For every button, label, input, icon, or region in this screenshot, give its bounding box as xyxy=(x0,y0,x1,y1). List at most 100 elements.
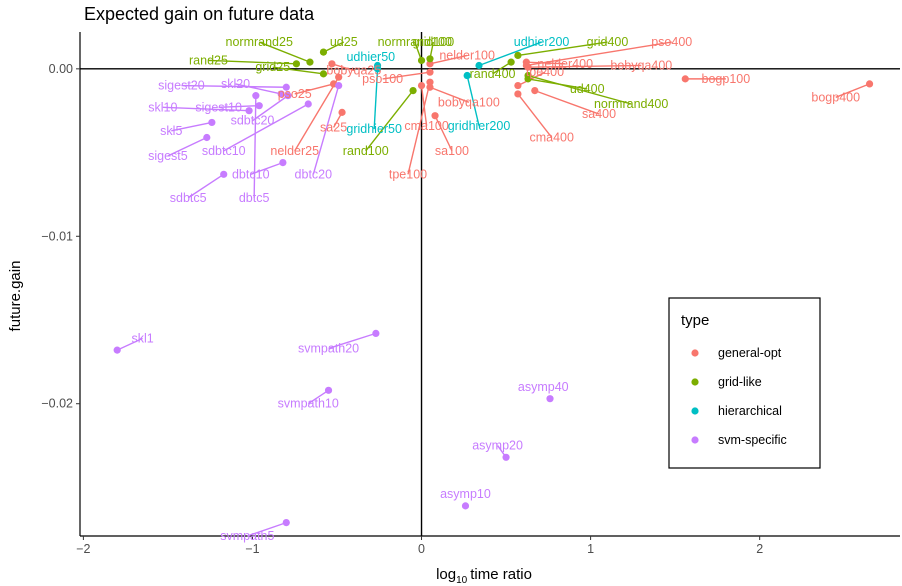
label-udhier200: udhier200 xyxy=(514,35,570,49)
leader-line-skl20 xyxy=(235,83,282,95)
leader-line-sigest10 xyxy=(218,104,260,109)
leader-line-bogp400 xyxy=(835,83,870,98)
point-bobyqa100 xyxy=(426,83,434,91)
point-sigest10 xyxy=(255,102,263,110)
point-svmpath20 xyxy=(372,329,380,337)
y-tick-label: −0.02 xyxy=(41,397,73,411)
point-tpe400 xyxy=(514,81,522,90)
x-axis-title: log10 time ratio xyxy=(436,566,532,586)
data-points xyxy=(113,48,874,527)
label-grid400: grid400 xyxy=(587,35,629,49)
leader-line-bobyqa100 xyxy=(429,86,470,103)
label-dbtc20: dbtc20 xyxy=(295,167,333,181)
leader-line-dbtc20 xyxy=(312,85,340,175)
leader-line-grid25 xyxy=(272,66,324,75)
point-udhier200 xyxy=(475,61,483,70)
point-tpe100 xyxy=(426,78,434,86)
y-axis-title: future.gain xyxy=(7,261,24,332)
point-grid25 xyxy=(319,70,328,78)
point-sa25 xyxy=(338,108,346,116)
label-cma400: cma400 xyxy=(529,130,574,144)
y-tick-label: 0.00 xyxy=(49,62,73,76)
label-gridhier50: gridhier50 xyxy=(346,122,402,136)
label-asymp20: asymp20 xyxy=(472,439,523,453)
x-tick-label: 0 xyxy=(418,542,425,556)
point-asymp40 xyxy=(546,395,554,403)
point-rand25 xyxy=(292,60,301,68)
point-nelder400 xyxy=(522,58,530,66)
label-sa25: sa25 xyxy=(320,120,347,134)
legend-title: type xyxy=(681,312,709,329)
label-sdbtc20: sdbtc20 xyxy=(231,114,275,128)
label-dbtc10: dbtc10 xyxy=(232,167,270,181)
label-skl5: skl5 xyxy=(160,124,182,138)
chart-title: Expected gain on future data xyxy=(84,4,315,24)
point-skl10 xyxy=(245,107,253,115)
leader-line-ud400 xyxy=(527,78,588,90)
label-bogp400: bogp400 xyxy=(811,90,860,104)
leader-line-svmpath20 xyxy=(328,332,377,350)
point-skl20 xyxy=(277,90,285,98)
legend-key-hierarchical xyxy=(691,407,699,415)
leader-line-rand400 xyxy=(492,61,512,75)
label-dbtc5: dbtc5 xyxy=(239,191,270,205)
point-dbtc10 xyxy=(279,159,287,167)
leader-line-sdbtc5 xyxy=(187,173,225,199)
point-rand400 xyxy=(507,58,515,66)
leader-line-sigest20 xyxy=(181,84,287,88)
point-rand100 xyxy=(409,87,417,95)
label-grid25: grid25 xyxy=(255,60,290,74)
label-normrand400: normrand400 xyxy=(594,97,668,111)
leader-line-dbtc5 xyxy=(253,95,257,198)
leader-line-gridhier50 xyxy=(373,68,379,130)
label-rand25: rand25 xyxy=(189,53,228,67)
leader-line-rand25 xyxy=(208,59,297,65)
legend-key-grid-like xyxy=(691,378,699,386)
plot-panel: −2 −1 0 1 2 0.00 −0.01 −0.02 bogp400 bogp100 pso… xyxy=(41,32,900,556)
legend-items: general-opt grid-like hierarchical svm-spec… xyxy=(691,346,787,447)
point-ud25 xyxy=(319,48,328,56)
leader-line-svmpath5 xyxy=(247,521,287,537)
leader-line-nelder100 xyxy=(429,54,468,65)
label-rand100: rand100 xyxy=(343,144,389,158)
x-axis-title-prefix: log xyxy=(436,566,456,583)
x-tick-label: 2 xyxy=(756,542,763,556)
leader-line-udhier200 xyxy=(478,41,542,67)
label-skl10: skl10 xyxy=(148,100,177,114)
point-skl1 xyxy=(113,346,121,354)
point-pso100 xyxy=(426,68,434,76)
point-normrand25 xyxy=(306,58,314,66)
label-cma100: cma100 xyxy=(404,119,449,133)
point-sa100 xyxy=(431,112,439,120)
leader-line-sigest5 xyxy=(167,136,208,157)
leader-line-rand100 xyxy=(365,90,414,152)
label-sigest5: sigest5 xyxy=(148,149,188,163)
legend-label-general-opt: general-opt xyxy=(718,346,782,360)
point-gridhier200 xyxy=(463,71,471,80)
label-grid100: grid100 xyxy=(413,35,455,49)
legend-label-grid-like: grid-like xyxy=(718,375,762,389)
leader-line-bobyqa25 xyxy=(331,63,355,72)
label-asymp10: asymp10 xyxy=(440,487,491,501)
legend-key-svm-specific xyxy=(691,436,699,444)
leader-line-sdbtc10 xyxy=(223,103,309,152)
point-skl5 xyxy=(208,118,216,127)
point-cma400 xyxy=(514,90,522,98)
label-skl20: skl20 xyxy=(221,77,250,91)
point-sdbtc20 xyxy=(284,92,292,100)
x-tick-label: −1 xyxy=(245,542,259,556)
point-bogp100 xyxy=(681,75,689,83)
point-nelder25 xyxy=(335,73,343,81)
label-ud25: ud25 xyxy=(330,35,358,49)
x-axis-title-main: time ratio xyxy=(470,566,532,583)
point-nelder100 xyxy=(426,60,434,68)
leader-line-dbtc10 xyxy=(250,161,284,175)
point-sigest5 xyxy=(203,133,211,142)
label-pso400: pso400 xyxy=(651,35,692,49)
label-gridhier200: gridhier200 xyxy=(448,119,511,133)
label-svmpath5: svmpath5 xyxy=(220,529,274,543)
label-bobyqa100: bobyqa100 xyxy=(438,95,500,109)
label-sdbtc10: sdbtc10 xyxy=(202,144,246,158)
label-udhier50: udhier50 xyxy=(346,50,395,64)
y-tick-label: −0.01 xyxy=(41,229,73,243)
